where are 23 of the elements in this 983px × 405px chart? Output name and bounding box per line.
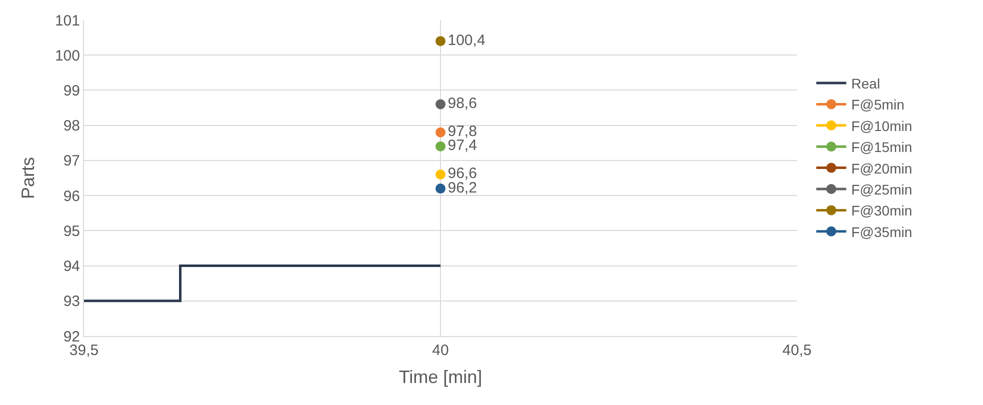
y-tick-label: 96 (63, 188, 80, 205)
legend-label: F@20min (851, 160, 912, 176)
data-label: 98,6 (448, 95, 477, 112)
x-tick-label: 40,5 (782, 342, 812, 359)
y-tick-label: 101 (54, 12, 80, 30)
data-label: 100,4 (448, 32, 486, 49)
legend-label: F@15min (851, 139, 912, 156)
y-tick-label: 100 (54, 47, 80, 64)
legend-label: F@10min (851, 118, 912, 134)
legend-label: F@35min (851, 224, 912, 240)
y-tick-label: 97 (63, 152, 80, 170)
y-axis-title: Parts (18, 156, 38, 200)
legend-label: F@30min (851, 202, 912, 219)
y-tick-label: 95 (63, 222, 80, 240)
legend-label: F@25min (851, 181, 912, 198)
x-axis-title: Time [min] (398, 367, 482, 388)
legend-label: F@5min (851, 96, 904, 113)
x-tick-label: 40 (432, 342, 449, 359)
y-tick-label: 93 (63, 293, 80, 310)
y-tick-label: 99 (63, 82, 80, 100)
y-tick-label: 94 (63, 258, 80, 276)
legend-label: Real (851, 75, 880, 92)
y-tick-label: 98 (63, 118, 80, 135)
